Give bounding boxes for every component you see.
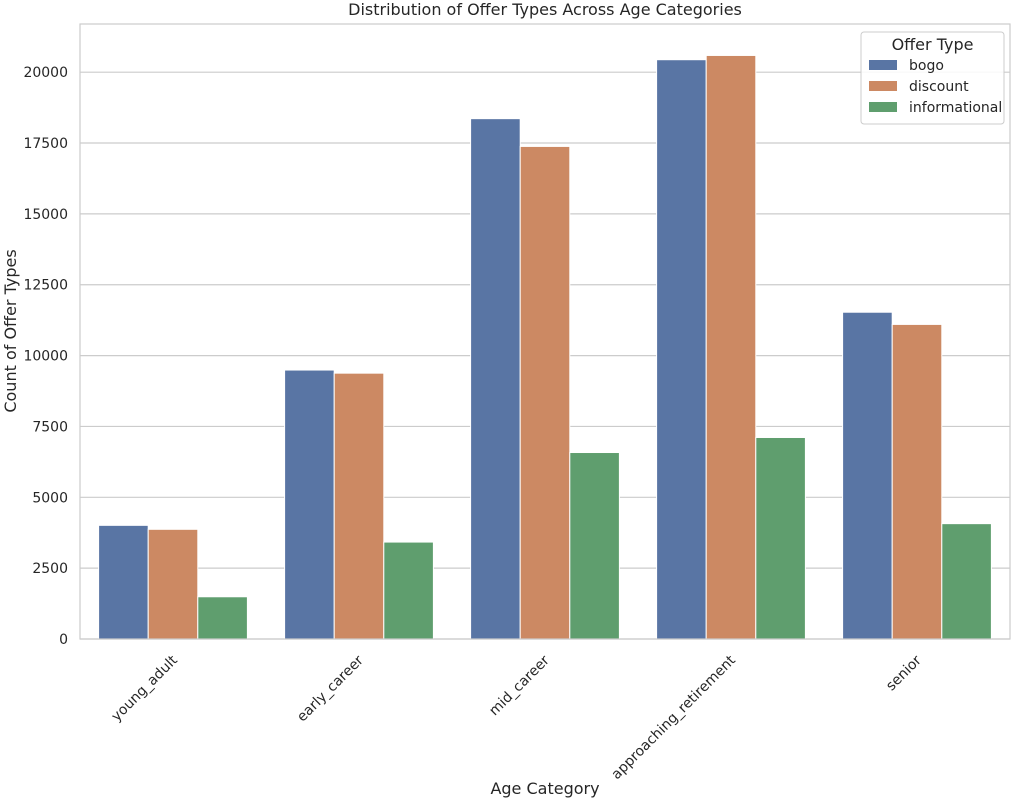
legend: Offer Type bogo discount informational [860, 31, 1005, 125]
x-tick-label: approaching_retirement [609, 652, 740, 783]
bar-informational-young_adult [197, 596, 248, 640]
y-tick-label: 20000 [23, 65, 68, 81]
bar-informational-approaching_retirement [755, 436, 806, 640]
legend-label-bogo: bogo [909, 58, 944, 74]
x-tick-label: early_career [294, 652, 367, 725]
y-tick-label: 2500 [32, 561, 68, 577]
x-tick-label: mid_career [486, 652, 553, 719]
y-tick-label: 7500 [32, 419, 68, 435]
bar-bogo-young_adult [98, 524, 149, 640]
y-axis-label: Count of Offer Types [1, 249, 20, 412]
x-tick-label: young_adult [109, 652, 182, 725]
legend-box [860, 31, 1005, 125]
bar-bogo-approaching_retirement [656, 59, 707, 640]
bar-bogo-early_career [284, 369, 335, 640]
y-axis-ticks: 0 2500 5000 7500 10000 12500 15000 17500 20000 [23, 65, 68, 648]
bar-discount-young_adult [147, 528, 199, 640]
y-tick-label: 17500 [23, 136, 68, 152]
y-tick-label: 0 [59, 632, 68, 648]
x-axis-label: Age Category [490, 779, 599, 798]
legend-items: bogo discount informational [869, 58, 1002, 116]
bar-bogo-mid_career [470, 118, 521, 640]
bar-informational-early_career [383, 541, 434, 640]
bar-discount-approaching_retirement [705, 54, 757, 640]
legend-swatch-discount [869, 81, 897, 91]
bar-discount-senior [891, 323, 943, 640]
x-axis-ticks: young_adult early_career mid_career approac… [109, 652, 925, 783]
x-tick-label: senior [883, 652, 925, 694]
bar-bogo-senior [842, 311, 893, 640]
legend-label-discount: discount [909, 79, 969, 95]
y-tick-label: 10000 [23, 349, 68, 365]
plot-frame [79, 23, 1011, 640]
bar-discount-mid_career [519, 145, 571, 640]
legend-title: Offer Type [892, 35, 974, 54]
bar-informational-senior [941, 523, 992, 640]
bar-informational-mid_career [569, 452, 620, 640]
bar-discount-early_career [333, 372, 385, 640]
y-tick-label: 12500 [23, 278, 68, 294]
legend-swatch-informational [869, 102, 897, 112]
y-tick-label: 15000 [23, 207, 68, 223]
legend-swatch-bogo [869, 60, 897, 70]
y-tick-label: 5000 [32, 490, 68, 506]
chart-title: Distribution of Offer Types Across Age C… [348, 0, 742, 19]
legend-label-informational: informational [909, 100, 1002, 116]
bars [98, 54, 992, 640]
